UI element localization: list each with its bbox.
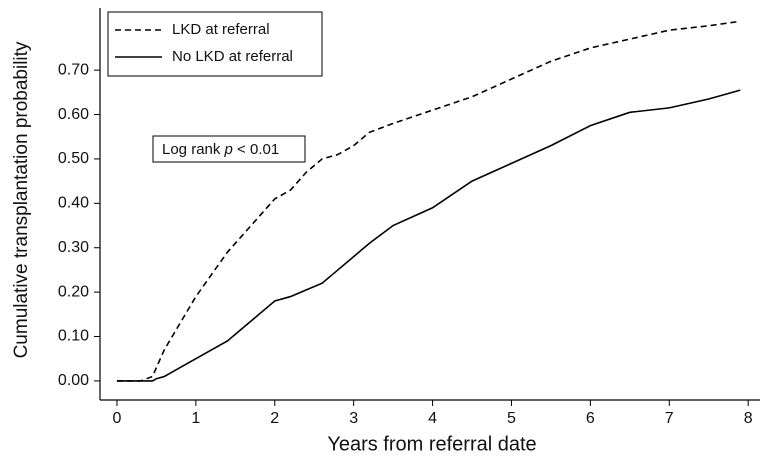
annotation: Log rank p < 0.01 [162,141,279,158]
annotation-text: p [224,141,233,158]
legend-label: LKD at referral [172,21,270,38]
x-tick-label: 3 [349,410,358,427]
y-tick-label: 0.20 [58,283,89,300]
annotation-text: Log rank [162,141,225,158]
annotation-text: < 0.01 [233,141,279,158]
y-tick-label: 0.10 [58,328,89,345]
y-tick-label: 0.70 [58,61,89,78]
y-axis-label: Cumulative transplantation probability [11,41,32,358]
x-tick-label: 1 [191,410,200,427]
x-tick-label: 0 [113,410,122,427]
x-tick-label: 7 [665,410,674,427]
x-tick-label: 4 [428,410,437,427]
series-line [116,89,741,382]
series-line [116,20,741,382]
x-tick-label: 2 [270,410,279,427]
x-tick-label: 6 [586,410,595,427]
legend-box [107,11,323,77]
x-tick-label: 5 [507,410,516,427]
y-tick-label: 0.30 [58,239,89,256]
y-tick-label: 0.50 [58,150,89,167]
y-tick-label: 0.00 [58,372,89,389]
y-tick-label: 0.40 [58,195,89,212]
x-axis-label: Years from referral date [327,433,536,455]
x-tick-label: 8 [744,410,753,427]
y-tick-label: 0.60 [58,106,89,123]
legend-label: No LKD at referral [172,48,293,65]
annotation-box [152,135,306,163]
